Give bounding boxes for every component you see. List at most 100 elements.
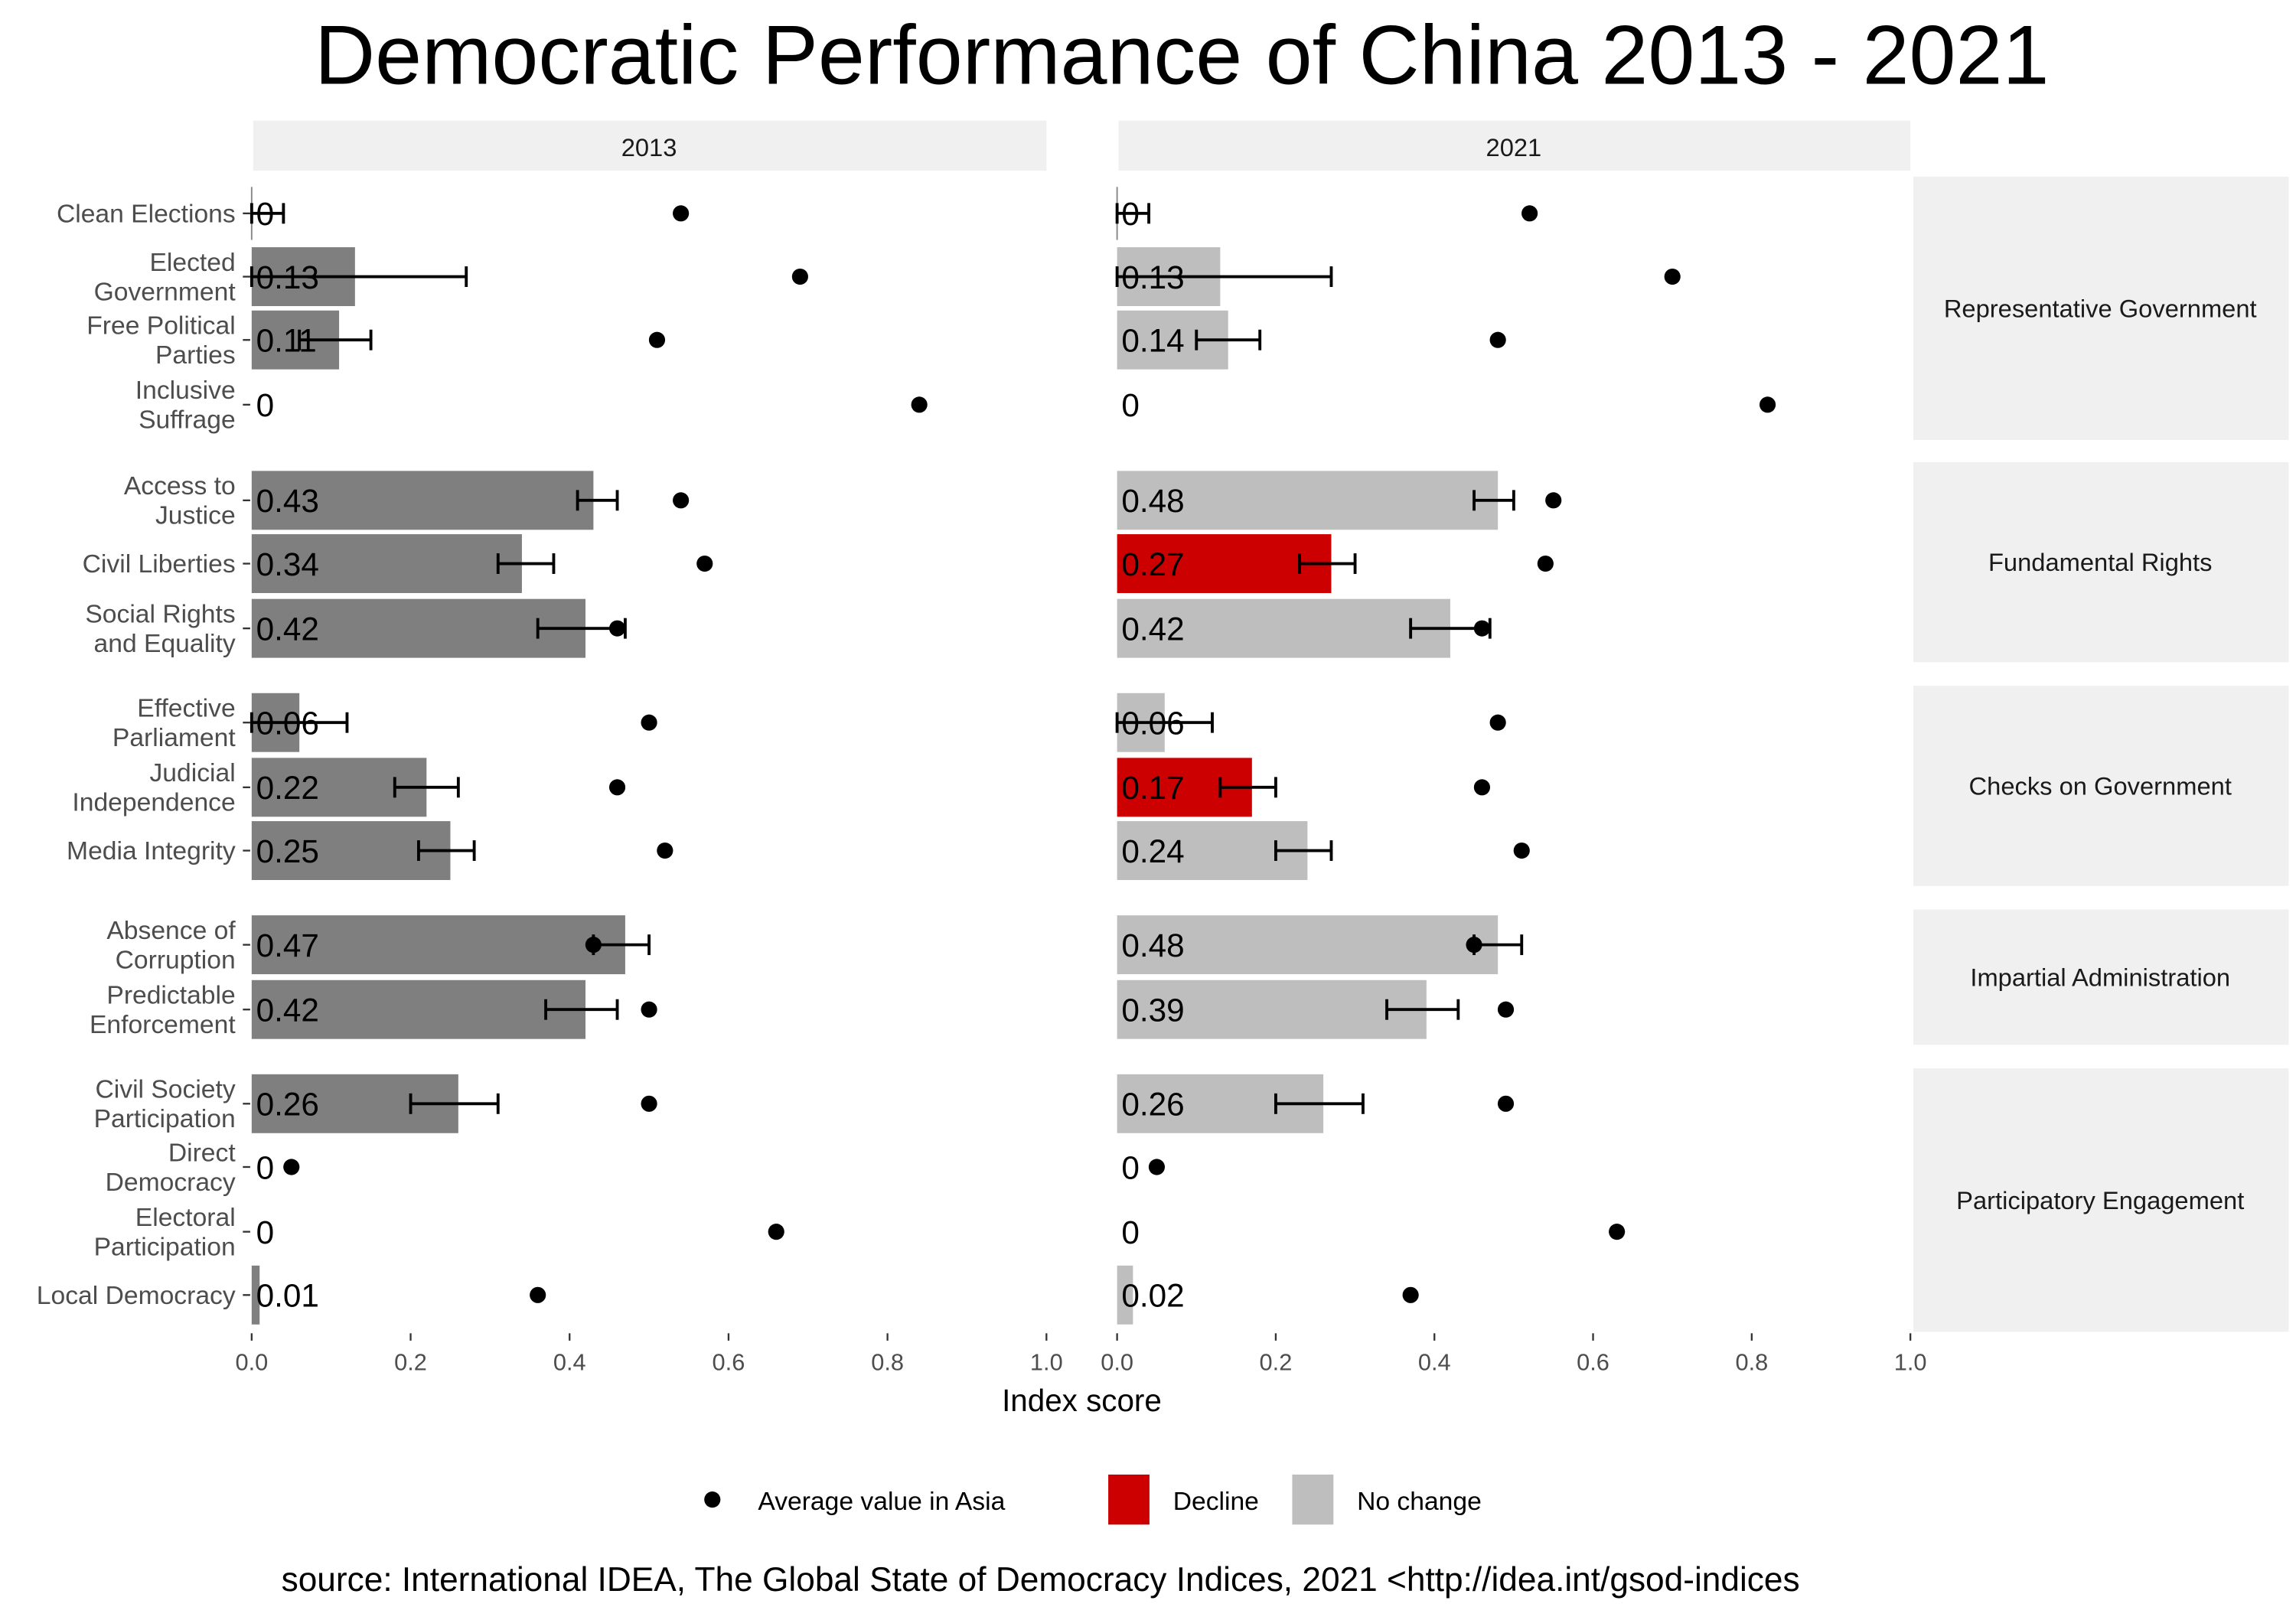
x-tick-label: 0.6 bbox=[1577, 1348, 1609, 1375]
y-axis-label: Elected Government bbox=[94, 249, 236, 306]
data-label: 0 bbox=[1121, 387, 1140, 423]
facet-strip bbox=[1913, 686, 2289, 886]
y-axis-label: Free Political Parties bbox=[86, 312, 235, 370]
x-tick-label: 1.0 bbox=[1030, 1348, 1063, 1375]
y-axis-label: Inclusive Suffrage bbox=[135, 376, 236, 434]
facet-strip bbox=[1913, 176, 2289, 440]
panel-year-label: 2013 bbox=[621, 133, 677, 161]
data-label: 0.27 bbox=[1121, 546, 1184, 582]
asia-average-point bbox=[1760, 396, 1776, 413]
asia-average-point bbox=[648, 331, 666, 348]
data-label: 0 bbox=[256, 387, 275, 423]
data-label: 0.48 bbox=[1121, 927, 1184, 963]
legend-decline-swatch bbox=[1108, 1474, 1150, 1525]
chart-title: Democratic Performance of China 2013 - 2… bbox=[315, 9, 2049, 103]
asia-average-point bbox=[1466, 937, 1482, 953]
asia-average-point bbox=[791, 268, 808, 285]
facet-strip-label: Checks on Government bbox=[1969, 771, 2232, 800]
data-label: 0.02 bbox=[1121, 1278, 1184, 1314]
panel-year-label: 2021 bbox=[1486, 133, 1542, 161]
y-axis-label: Direct Democracy bbox=[106, 1139, 236, 1196]
data-label: 0 bbox=[256, 1149, 275, 1185]
legend-label-average: Average value in Asia bbox=[758, 1488, 1005, 1516]
asia-average-point bbox=[1497, 1095, 1515, 1112]
data-label: 0 bbox=[1121, 1149, 1140, 1185]
x-tick-label: 0.0 bbox=[1101, 1348, 1133, 1375]
legend-label-decline: Decline bbox=[1173, 1488, 1259, 1516]
data-label: 0.14 bbox=[1121, 323, 1184, 359]
bar bbox=[1117, 471, 1499, 530]
y-axis-label: Media Integrity bbox=[67, 837, 236, 865]
data-label: 0.26 bbox=[1121, 1087, 1184, 1123]
asia-average-point bbox=[911, 396, 928, 413]
y-axis-label: Effective Parliament bbox=[113, 695, 236, 752]
asia-average-point bbox=[1664, 268, 1681, 285]
asia-average-point bbox=[283, 1159, 300, 1175]
data-label: 0.22 bbox=[256, 770, 319, 806]
x-tick-label: 0.2 bbox=[394, 1348, 427, 1375]
asia-average-point bbox=[1402, 1286, 1419, 1303]
facet-strip bbox=[1913, 461, 2289, 663]
asia-average-point bbox=[1545, 492, 1562, 509]
bar bbox=[251, 598, 585, 658]
facet-strip-label: Impartial Administration bbox=[1970, 963, 2230, 991]
asia-average-point bbox=[585, 937, 602, 953]
x-tick-label: 0.4 bbox=[553, 1348, 586, 1375]
x-tick-label: 0.6 bbox=[713, 1348, 745, 1375]
legend-nochange-swatch bbox=[1292, 1474, 1334, 1525]
asia-average-point bbox=[608, 779, 626, 796]
asia-average-point bbox=[530, 1286, 546, 1303]
facet-strip-label: Fundamental Rights bbox=[1988, 548, 2213, 576]
asia-average-point bbox=[1473, 620, 1490, 637]
asia-average-point bbox=[641, 714, 657, 731]
data-label: 0.24 bbox=[1121, 833, 1184, 869]
asia-average-point bbox=[1473, 779, 1490, 796]
x-tick-label: 0.8 bbox=[1735, 1348, 1768, 1375]
asia-average-point bbox=[1489, 714, 1506, 731]
asia-average-point bbox=[1489, 331, 1506, 348]
asia-average-point bbox=[1537, 555, 1554, 572]
asia-average-point bbox=[1521, 205, 1538, 222]
source-caption: source: International IDEA, The Global S… bbox=[282, 1561, 1800, 1599]
data-label: 0.01 bbox=[256, 1278, 319, 1314]
data-label: 0.48 bbox=[1121, 483, 1184, 519]
y-axis-label: Civil Society Participation bbox=[94, 1076, 236, 1133]
y-axis-label: Social Rights and Equality bbox=[85, 600, 236, 657]
data-label: 0.34 bbox=[256, 546, 319, 582]
bar bbox=[251, 980, 585, 1039]
asia-average-point bbox=[673, 492, 690, 509]
data-label: 0.39 bbox=[1121, 993, 1184, 1028]
legend-point-swatch bbox=[704, 1491, 721, 1508]
x-tick-label: 0.2 bbox=[1260, 1348, 1293, 1375]
x-tick-label: 0.4 bbox=[1418, 1348, 1451, 1375]
y-axis-label: Electoral Participation bbox=[94, 1204, 236, 1261]
facet-strip bbox=[1913, 909, 2289, 1045]
panel-strip bbox=[1118, 120, 1911, 171]
bar bbox=[251, 1265, 260, 1325]
y-axis-label: Predictable Enforcement bbox=[90, 982, 236, 1039]
data-label: 0.25 bbox=[256, 833, 319, 869]
asia-average-point bbox=[608, 620, 626, 637]
asia-average-point bbox=[1513, 842, 1530, 859]
x-tick-label: 0.8 bbox=[871, 1348, 904, 1375]
y-axis-label: Local Democracy bbox=[37, 1282, 236, 1310]
y-axis-label: Judicial Independence bbox=[72, 759, 235, 817]
y-axis-label: Access to Justice bbox=[124, 472, 236, 530]
data-label: 0.42 bbox=[256, 611, 319, 647]
bar bbox=[1117, 534, 1332, 593]
x-tick-label: 0.0 bbox=[235, 1348, 268, 1375]
data-label: 0.26 bbox=[256, 1087, 319, 1123]
asia-average-point bbox=[768, 1224, 784, 1240]
facet-strip-label: Representative Government bbox=[1944, 294, 2257, 322]
asia-average-point bbox=[696, 555, 713, 572]
bar bbox=[1117, 1265, 1133, 1325]
y-axis-label: Absence of Corruption bbox=[106, 917, 236, 974]
x-tick-label: 1.0 bbox=[1894, 1348, 1927, 1375]
data-label: 0 bbox=[1121, 1214, 1140, 1250]
facet-strip bbox=[1913, 1068, 2289, 1332]
bar bbox=[1117, 980, 1427, 1039]
asia-average-point bbox=[657, 842, 673, 859]
bar bbox=[1117, 598, 1450, 658]
data-label: 0.47 bbox=[256, 927, 319, 963]
bar bbox=[251, 471, 594, 530]
